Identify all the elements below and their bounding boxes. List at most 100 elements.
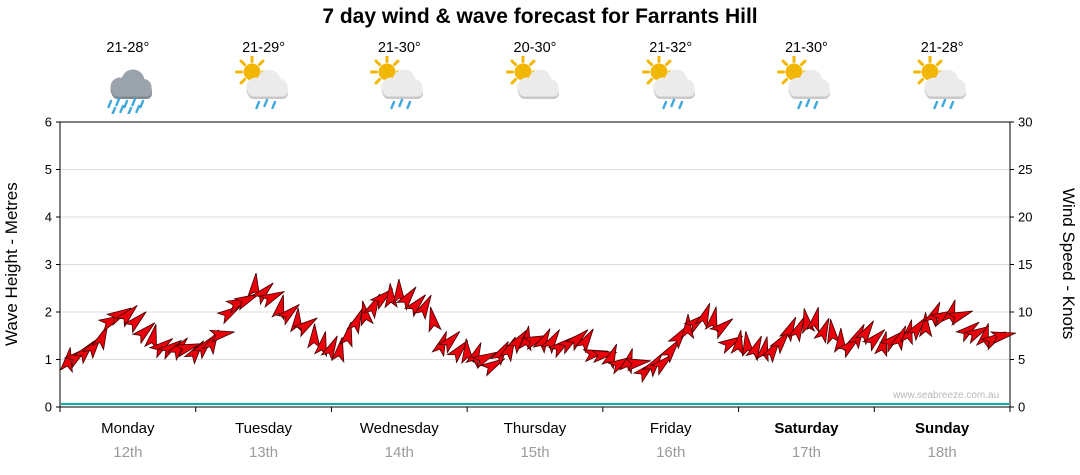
wind-arrow (769, 330, 790, 355)
wind-arrow (806, 306, 820, 334)
wind-arrow (320, 335, 338, 362)
wind-arrow (730, 329, 744, 356)
wind-arrow (708, 318, 734, 340)
right-axis-tick-label: 30 (1018, 115, 1032, 130)
wind-arrow (413, 294, 432, 321)
wind-arrow (918, 312, 933, 338)
left-axis-tick-label: 6 (45, 115, 52, 130)
wind-arrow (963, 326, 990, 345)
wind-arrow (861, 329, 886, 352)
day-temperature-range: 21-30° (377, 40, 421, 56)
wind-arrow (846, 324, 865, 350)
day-name-label: Sunday (915, 420, 970, 437)
wind-arrow (905, 317, 926, 342)
wind-arrow (899, 319, 913, 346)
wind-arrow (346, 308, 363, 335)
left-axis-tick-label: 1 (45, 352, 52, 367)
wind-arrow (667, 325, 688, 350)
wind-arrow (813, 317, 830, 344)
wind-arrow (946, 310, 973, 326)
wind-arrow (745, 335, 762, 362)
day-temperature-range: 21-30° (784, 40, 828, 56)
day-date-label: 15th (520, 444, 550, 461)
wind-arrow (174, 343, 201, 358)
page-title: 7 day wind & wave forecast for Farrants … (322, 5, 758, 28)
sun-cloud-icon (506, 56, 559, 99)
day-temperature-range: 21-28° (920, 40, 964, 56)
wind-arrow (247, 272, 261, 299)
right-axis-tick-label: 10 (1018, 305, 1032, 320)
sun-cloud-rain-icon (234, 56, 288, 110)
wind-arrow (403, 294, 426, 318)
wind-arrow (854, 320, 874, 346)
wind-arrow (292, 317, 318, 338)
wind-arrow (216, 305, 242, 325)
day-date-label: 12th (113, 444, 143, 461)
left-axis-tick-label: 5 (45, 162, 52, 177)
wind-arrow (649, 353, 674, 376)
wind-arrow (889, 325, 907, 352)
wind-arrow (201, 329, 219, 356)
wind-arrow (489, 341, 509, 367)
wind-arrow (446, 340, 469, 364)
left-axis-tick-label: 2 (45, 305, 52, 320)
wind-arrow (624, 358, 651, 372)
wind-arrow (471, 351, 497, 370)
day-temperature-range: 21-28° (106, 40, 150, 56)
day-date-label: 18th (927, 444, 957, 461)
left-axis-tick-label: 0 (45, 400, 52, 415)
wind-arrow (694, 302, 711, 330)
day-date-label: 14th (384, 444, 414, 461)
day-name-label: Thursday (503, 420, 567, 437)
wind-arrow (874, 331, 888, 358)
wind-arrow (787, 316, 805, 343)
wind-arrow (276, 304, 300, 326)
wind-arrow (307, 323, 321, 349)
wind-arrow (479, 358, 505, 377)
rain-cloud-icon (107, 69, 152, 114)
wind-arrow (258, 291, 285, 308)
right-axis-tick-label: 15 (1018, 257, 1032, 272)
day-temperature-range: 20-30° (513, 40, 557, 56)
wind-arrow (131, 322, 156, 345)
wind-arrow (114, 304, 138, 328)
wind-arrow (680, 313, 695, 340)
wind-arrow (369, 288, 394, 311)
day-name-label: Tuesday (235, 420, 293, 437)
sun-cloud-rain-icon (641, 56, 695, 110)
day-name-label: Friday (649, 420, 692, 437)
right-axis-tick-label: 0 (1018, 400, 1025, 415)
day-name-label: Monday (101, 420, 155, 437)
wind-arrow (437, 330, 461, 354)
left-axis-tick-label: 3 (45, 257, 52, 272)
watermark: www.seabreeze.com.au (893, 390, 1000, 401)
wind-arrow (208, 329, 235, 343)
wind-arrow (166, 337, 188, 362)
day-date-label: 17th (791, 444, 822, 461)
wind-arrow (395, 286, 417, 311)
right-axis-tick-label: 25 (1018, 162, 1032, 177)
wind-arrow (989, 331, 1016, 345)
right-axis-tick-label: 5 (1018, 352, 1025, 367)
day-date-label: 16th (656, 444, 686, 461)
wind-arrow (123, 311, 147, 334)
day-name-label: Saturday (774, 420, 839, 437)
wind-arrow (836, 336, 861, 359)
right-axis-tick-label: 20 (1018, 210, 1032, 225)
wind-arrow (360, 300, 374, 327)
wind-arrow (313, 331, 328, 358)
wind-arrow (143, 324, 158, 351)
wind-arrow (658, 339, 680, 364)
wind-arrow (826, 318, 841, 345)
sun-cloud-rain-icon (370, 56, 424, 110)
left-axis-tick-label: 4 (45, 210, 52, 225)
wind-arrow (704, 306, 718, 333)
day-temperature-range: 21-29° (242, 40, 285, 56)
wind-arrow (59, 347, 73, 374)
wind-arrow (392, 278, 406, 305)
day-name-label: Wednesday (359, 420, 439, 437)
right-axis-label: Wind Speed - Knots (1059, 188, 1078, 340)
wind-arrow (574, 328, 594, 354)
